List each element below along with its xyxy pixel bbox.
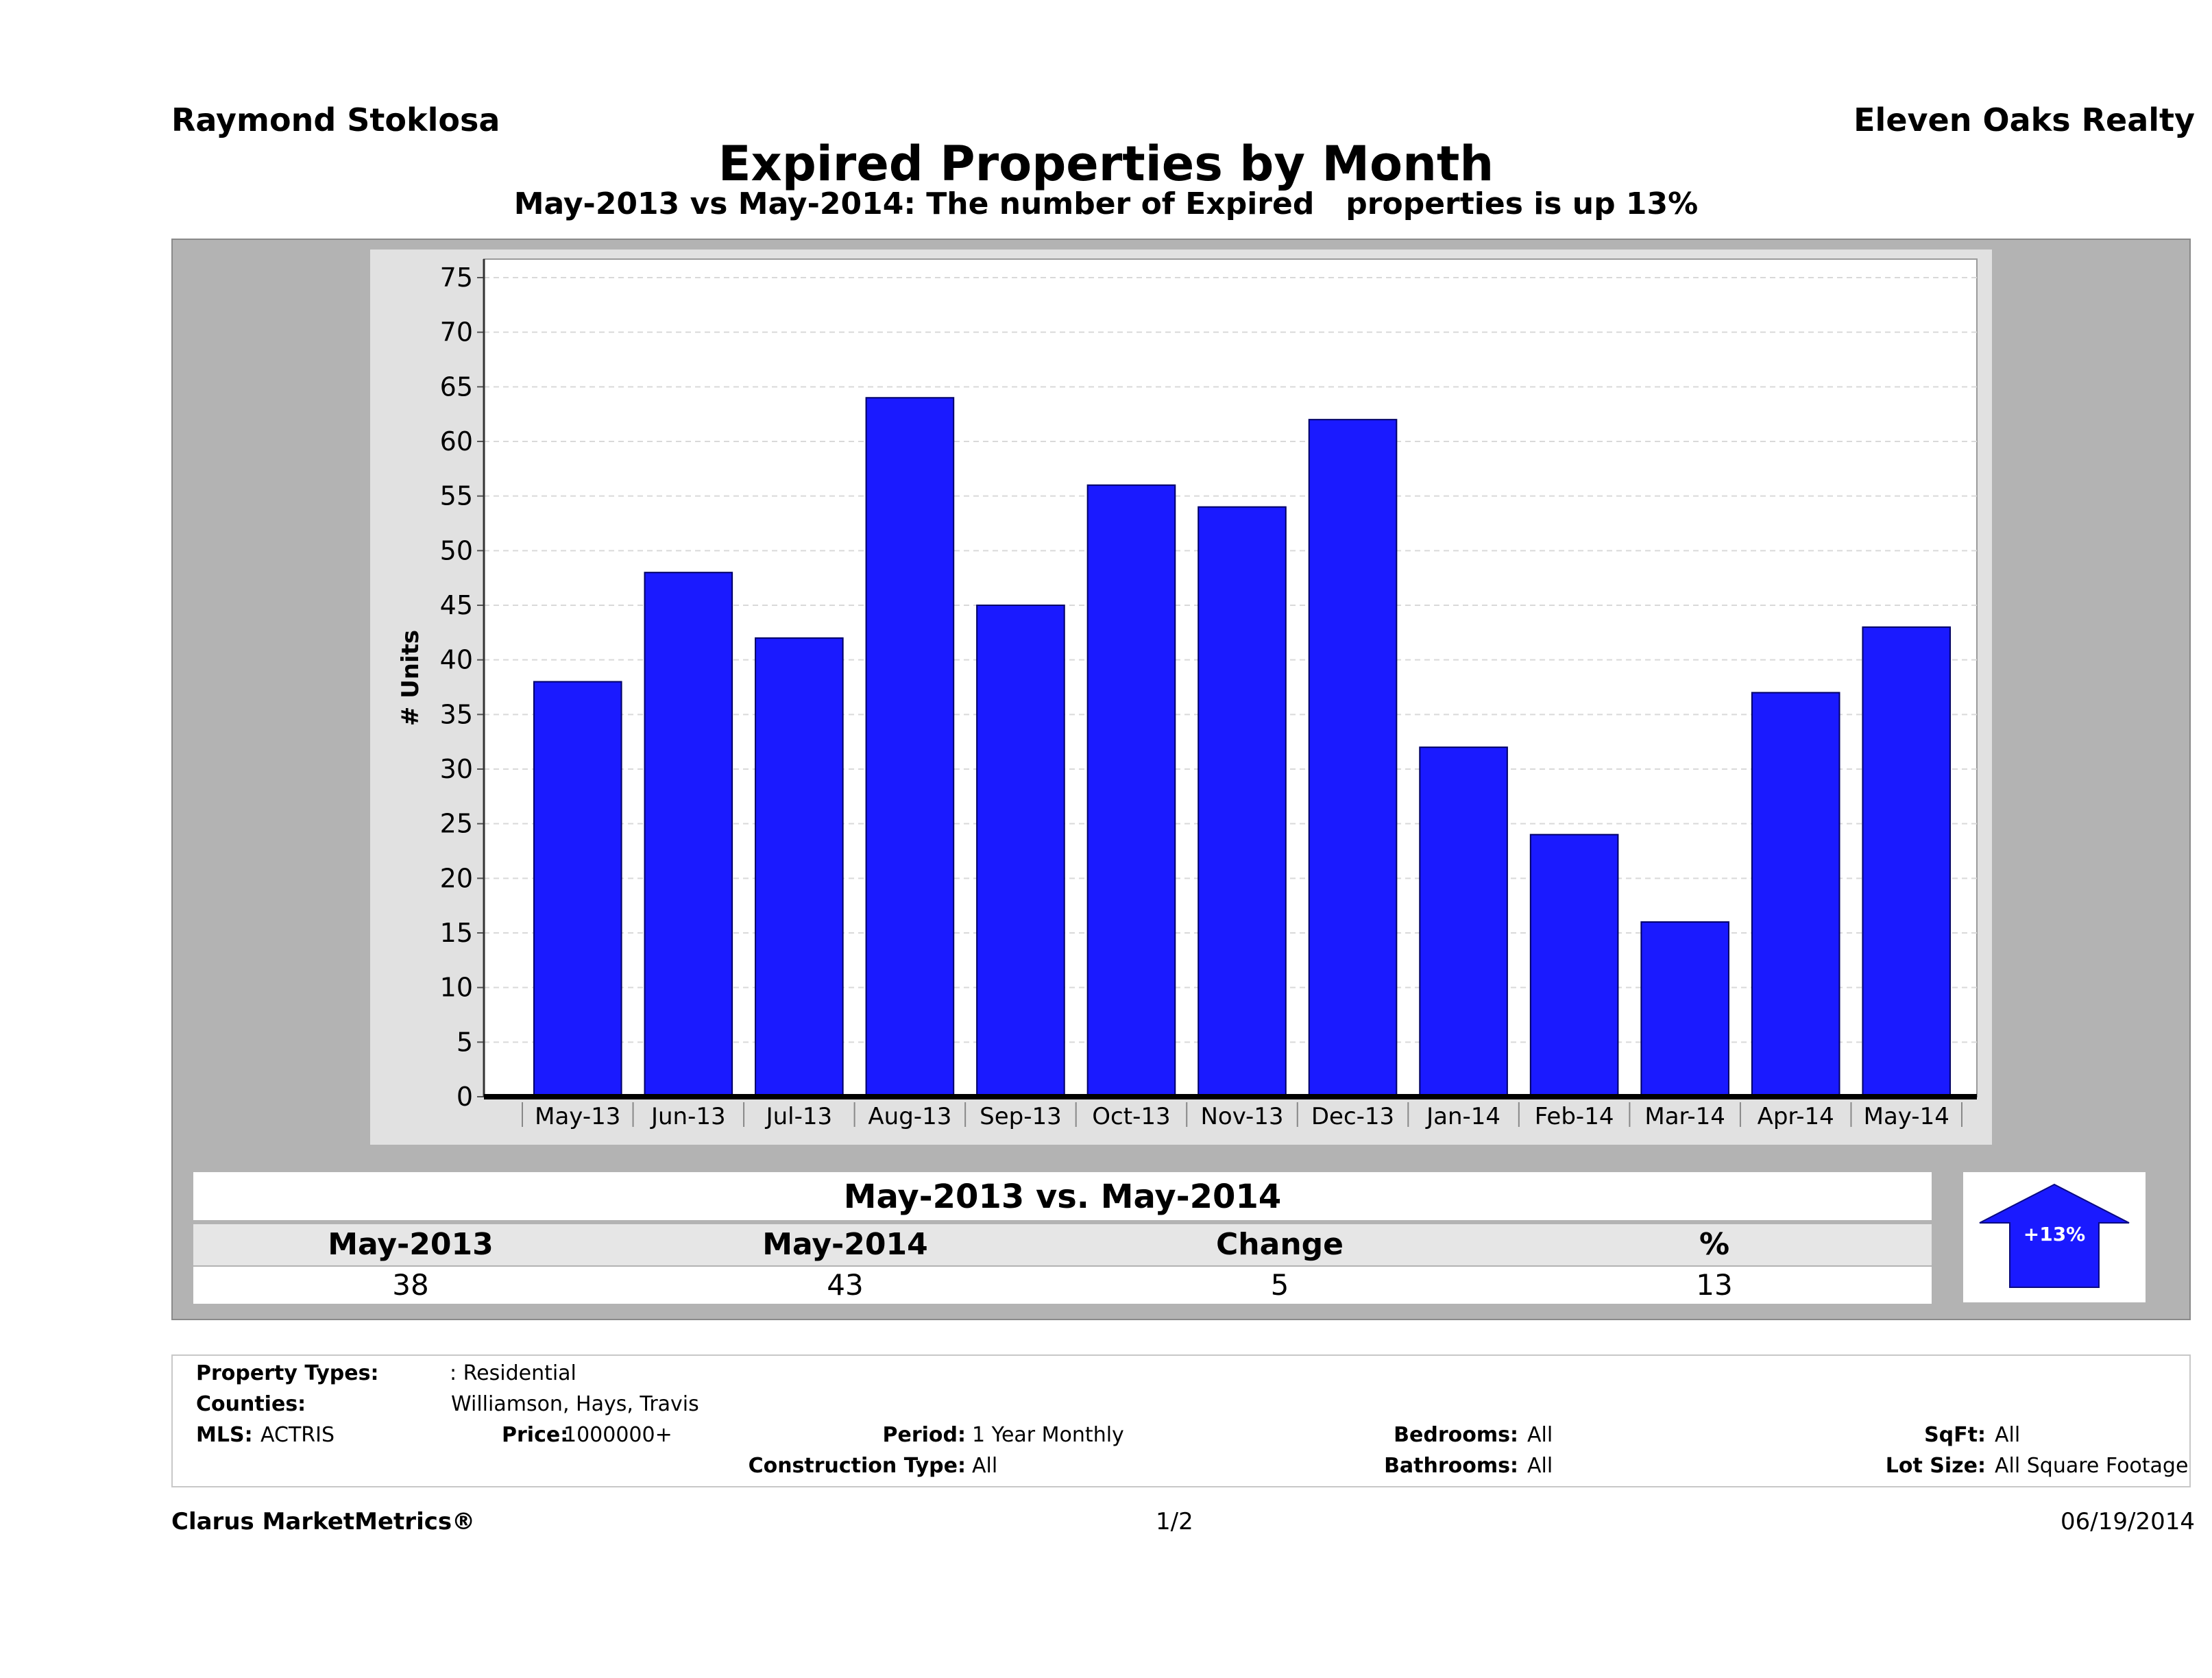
summary-value-may2013: 38 xyxy=(392,1268,429,1302)
period-value: 1 Year Monthly xyxy=(972,1423,1124,1447)
mls-label: MLS: xyxy=(196,1423,253,1447)
bar-Dec-13 xyxy=(1308,419,1398,1097)
chart-title: Expired Properties by Month xyxy=(718,136,1494,192)
y-tick-label: 30 xyxy=(440,754,473,784)
bar-Jan-14 xyxy=(1419,746,1508,1097)
bar-Nov-13 xyxy=(1198,506,1287,1097)
bar-Aug-13 xyxy=(865,397,955,1097)
company-name: Eleven Oaks Realty xyxy=(1854,101,2195,138)
sqft-label: SqFt: xyxy=(1924,1423,1986,1447)
x-tick-label: Aug-13 xyxy=(868,1103,951,1130)
y-tick-label: 35 xyxy=(440,699,473,729)
search-criteria xyxy=(171,1354,2191,1487)
bar-chart: 0 5 10 15 20 25 30 35 40 45 50 55 60 65 70 75 May-13 Jun-… xyxy=(370,250,1992,1145)
bar-Jun-13 xyxy=(644,572,733,1097)
construction-type-value: All xyxy=(972,1454,998,1478)
price-label: Price: xyxy=(502,1423,569,1447)
y-tick-label: 0 xyxy=(457,1082,473,1112)
x-tick-label: Jan-14 xyxy=(1425,1103,1500,1130)
price-value: 1000000+ xyxy=(563,1423,672,1447)
y-tick-label: 55 xyxy=(440,481,473,511)
summary-value-may2014: 43 xyxy=(827,1268,864,1302)
summary-header-percent: % xyxy=(1699,1227,1730,1262)
y-tick-label: 65 xyxy=(440,372,473,402)
y-tick-label: 10 xyxy=(440,973,473,1003)
property-types-value: : Residential xyxy=(450,1361,576,1385)
y-tick-label: 25 xyxy=(440,809,473,839)
x-tick-label: May-14 xyxy=(1864,1103,1949,1130)
x-tick-label: Jun-13 xyxy=(650,1103,726,1130)
x-tick-label: Nov-13 xyxy=(1201,1103,1284,1130)
property-types-label: Property Types: xyxy=(196,1361,379,1385)
period-label: Period: xyxy=(882,1423,967,1447)
bar-Sep-13 xyxy=(976,605,1065,1097)
bar-May-14 xyxy=(1862,626,1952,1097)
x-tick-label: Feb-14 xyxy=(1535,1103,1614,1130)
mls-value: ACTRIS xyxy=(260,1423,335,1447)
report-date: 06/19/2014 xyxy=(2061,1508,2195,1535)
bar-Feb-14 xyxy=(1529,834,1619,1097)
bedrooms-label: Bedrooms: xyxy=(1394,1423,1518,1447)
x-tick-label: Oct-13 xyxy=(1092,1103,1170,1130)
x-tick-label: Sep-13 xyxy=(980,1103,1062,1130)
summary-value-change: 5 xyxy=(1270,1268,1289,1302)
bar-Mar-14 xyxy=(1640,921,1729,1097)
summary-header-change: Change xyxy=(1216,1227,1344,1262)
summary-header-may2013: May-2013 xyxy=(328,1227,494,1262)
agent-name: Raymond Stoklosa xyxy=(171,101,500,138)
footer-brand: Clarus MarketMetrics® xyxy=(171,1508,476,1535)
x-tick-label: Jul-13 xyxy=(765,1103,833,1130)
up-arrow-icon: +13% xyxy=(1979,1183,2130,1288)
construction-type-label: Construction Type: xyxy=(748,1454,966,1478)
y-tick-label: 45 xyxy=(440,590,473,620)
y-tick-label: 70 xyxy=(440,317,473,348)
x-tick-label: May-13 xyxy=(535,1103,620,1130)
x-tick-label: Dec-13 xyxy=(1311,1103,1394,1130)
y-tick-label: 40 xyxy=(440,645,473,675)
y-axis-label: # Units xyxy=(397,630,424,726)
x-tick-label: Mar-14 xyxy=(1644,1103,1725,1130)
page-number: 1/2 xyxy=(1156,1508,1193,1535)
x-tick-label: Apr-14 xyxy=(1758,1103,1834,1130)
summary-value-band xyxy=(193,1267,1932,1304)
counties-label: Counties: xyxy=(196,1392,306,1416)
summary-title: May-2013 vs. May-2014 xyxy=(193,1172,1932,1220)
counties-value: Williamson, Hays, Travis xyxy=(451,1392,699,1416)
bathrooms-label: Bathrooms: xyxy=(1384,1454,1518,1478)
sqft-value: All xyxy=(1995,1423,2021,1447)
y-tick-label: 60 xyxy=(440,426,473,457)
y-tick-label: 50 xyxy=(440,535,473,566)
y-tick-label: 5 xyxy=(457,1027,473,1057)
y-tick-label: 20 xyxy=(440,863,473,893)
bar-Oct-13 xyxy=(1086,484,1176,1097)
y-tick-label: 75 xyxy=(440,263,473,293)
summary-header-band xyxy=(193,1224,1932,1265)
bathrooms-value: All xyxy=(1527,1454,1553,1478)
lot-size-label: Lot Size: xyxy=(1885,1454,1986,1478)
bar-Jul-13 xyxy=(755,637,844,1097)
change-indicator: +13% xyxy=(1963,1172,2146,1302)
summary-header-may2014: May-2014 xyxy=(762,1227,928,1262)
bar-Apr-14 xyxy=(1751,692,1840,1097)
change-badge-label: +13% xyxy=(2023,1223,2085,1245)
bedrooms-value: All xyxy=(1527,1423,1553,1447)
summary-value-percent: 13 xyxy=(1696,1268,1733,1302)
bar-May-13 xyxy=(533,681,622,1097)
lot-size-value: All Square Footage xyxy=(1995,1454,2189,1478)
chart-subtitle: May-2013 vs May-2014: The number of Expi… xyxy=(513,186,1699,221)
y-tick-label: 15 xyxy=(440,918,473,948)
